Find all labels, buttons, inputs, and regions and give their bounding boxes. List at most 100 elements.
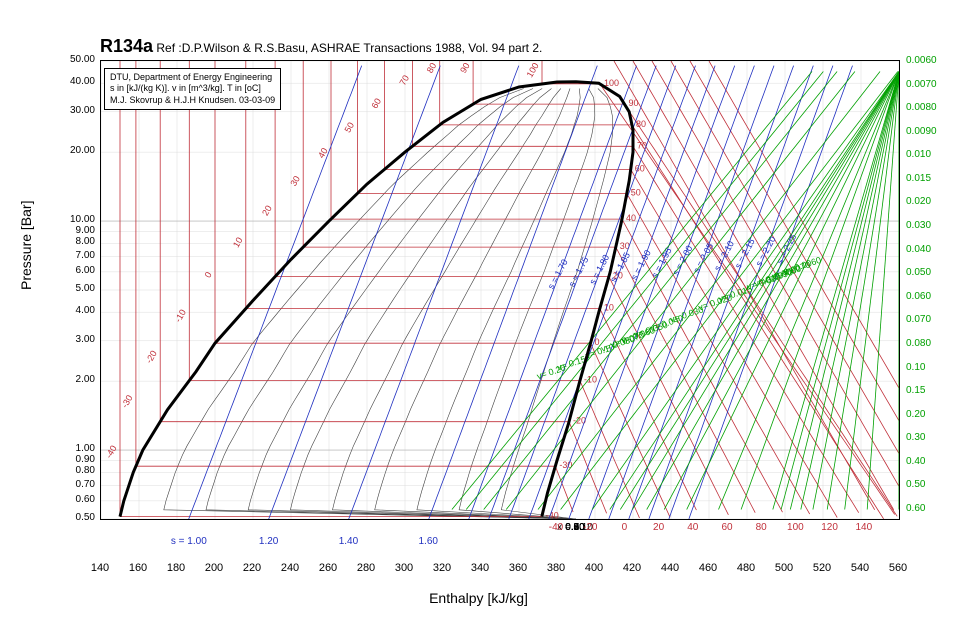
svg-text:20: 20	[260, 204, 274, 218]
svg-text:-30: -30	[119, 393, 134, 409]
x-tick: 520	[813, 562, 831, 574]
y2-tick: 0.20	[906, 409, 925, 420]
temp-label: -20	[583, 522, 597, 533]
x-axis-label: Enthalpy [kJ/kg]	[0, 590, 957, 606]
y2-tick: 0.060	[906, 291, 931, 302]
chart-title: R134a Ref :D.P.Wilson & R.S.Basu, ASHRAE…	[100, 36, 542, 57]
temp-label: 100	[787, 522, 804, 533]
y-tick: 3.00	[76, 334, 95, 345]
y-tick: 0.70	[76, 479, 95, 490]
svg-text:40: 40	[626, 213, 636, 223]
svg-text:v= 0.20: v= 0.20	[536, 363, 567, 382]
temp-label: -40	[549, 522, 563, 533]
x-tick: 500	[775, 562, 793, 574]
temp-label: 80	[756, 522, 767, 533]
y-tick: 40.00	[70, 76, 95, 87]
y2-tick: 0.0080	[906, 102, 937, 113]
svg-text:-40: -40	[104, 444, 119, 460]
y2-tick: 0.020	[906, 196, 931, 207]
y-tick: 20.00	[70, 145, 95, 156]
x-tick: 540	[851, 562, 869, 574]
y2-tick: 0.15	[906, 385, 925, 396]
y2-tick: 0.070	[906, 314, 931, 325]
y2-tick: 0.015	[906, 173, 931, 184]
svg-text:30: 30	[288, 174, 302, 188]
y2-tick: 0.080	[906, 338, 931, 349]
temp-label: 20	[653, 522, 664, 533]
temp-label: 40	[687, 522, 698, 533]
x-tick: 440	[661, 562, 679, 574]
y2-tick: 0.0090	[906, 126, 937, 137]
y-tick: 0.50	[76, 512, 95, 523]
x-tick: 460	[699, 562, 717, 574]
y-tick: 0.80	[76, 465, 95, 476]
temp-label: 60	[721, 522, 732, 533]
x-tick: 240	[281, 562, 299, 574]
y-tick: 8.00	[76, 236, 95, 247]
temp-label: 140	[855, 522, 872, 533]
x-tick: 180	[167, 562, 185, 574]
info-line-2: s in [kJ/(kg K)]. v in [m^3/kg]. T in [o…	[110, 83, 275, 94]
info-line-3: M.J. Skovrup & H.J.H Knudsen. 03-03-09	[110, 95, 275, 106]
svg-text:70: 70	[397, 73, 411, 87]
quality-label: 0.90	[565, 522, 584, 533]
y-tick: 9.00	[76, 225, 95, 236]
y2-tick: 0.10	[906, 362, 925, 373]
entropy-label: 1.40	[339, 536, 358, 547]
temp-label: 120	[821, 522, 838, 533]
y2-tick: 0.50	[906, 479, 925, 490]
x-tick: 480	[737, 562, 755, 574]
svg-text:90: 90	[458, 61, 472, 75]
x-tick: 220	[243, 562, 261, 574]
y2-tick: 0.60	[906, 503, 925, 514]
x-tick: 260	[319, 562, 337, 574]
x-tick: 140	[91, 562, 109, 574]
y-axis-label: Pressure [Bar]	[18, 201, 34, 290]
info-line-1: DTU, Department of Energy Engineering	[110, 72, 275, 83]
y2-tick: 0.050	[906, 267, 931, 278]
x-tick: 400	[585, 562, 603, 574]
temp-label: 0	[622, 522, 628, 533]
entropy-label: s = 1.00	[171, 536, 207, 547]
x-tick: 380	[547, 562, 565, 574]
y2-tick: 0.030	[906, 220, 931, 231]
y-tick: 10.00	[70, 214, 95, 225]
x-tick: 280	[357, 562, 375, 574]
y2-tick: 0.30	[906, 432, 925, 443]
svg-text:40: 40	[316, 146, 330, 160]
plot-area: -40-40-30-30-20-20-10-100010102020303040…	[100, 60, 900, 520]
svg-text:-20: -20	[144, 349, 159, 365]
svg-text:60: 60	[635, 163, 645, 173]
title-reference: Ref :D.P.Wilson & R.S.Basu, ASHRAE Trans…	[156, 41, 542, 55]
svg-text:50: 50	[631, 187, 641, 197]
y2-tick: 0.0060	[906, 55, 937, 66]
svg-text:80: 80	[425, 61, 439, 75]
svg-text:10: 10	[231, 236, 245, 250]
y-tick: 50.00	[70, 54, 95, 65]
y-tick: 5.00	[76, 283, 95, 294]
svg-text:100: 100	[525, 61, 541, 79]
svg-text:-30: -30	[559, 460, 572, 470]
y2-tick: 0.0070	[906, 79, 937, 90]
x-tick: 200	[205, 562, 223, 574]
svg-text:50: 50	[342, 121, 356, 135]
y2-tick: 0.040	[906, 244, 931, 255]
svg-text:s = 1.70: s = 1.70	[546, 258, 570, 291]
svg-text:s = 2.20: s = 2.20	[754, 235, 778, 268]
svg-text:0: 0	[203, 270, 214, 279]
x-tick: 560	[889, 562, 907, 574]
y2-tick: 0.010	[906, 149, 931, 160]
svg-text:90: 90	[628, 98, 638, 108]
svg-text:s = 1.90: s = 1.90	[629, 248, 653, 281]
entropy-label: 1.20	[259, 536, 278, 547]
svg-text:s = 1.95: s = 1.95	[650, 246, 674, 279]
x-tick: 160	[129, 562, 147, 574]
y-tick: 30.00	[70, 105, 95, 116]
svg-text:-10: -10	[173, 308, 188, 324]
y-tick: 1.00	[76, 443, 95, 454]
y-tick: 0.60	[76, 494, 95, 505]
entropy-label: 1.60	[418, 536, 437, 547]
y-tick: 7.00	[76, 250, 95, 261]
svg-text:-40: -40	[546, 511, 559, 519]
x-tick: 360	[509, 562, 527, 574]
